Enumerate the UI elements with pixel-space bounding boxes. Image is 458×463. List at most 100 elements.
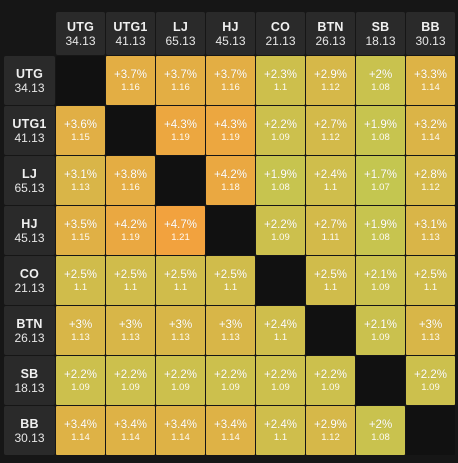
stack-size: 21.13: [14, 280, 45, 295]
matchup-cell[interactable]: +2.9% 1.12: [306, 406, 355, 455]
diagonal-empty-cell: [356, 356, 405, 405]
multiplier-value: 1.19: [221, 131, 240, 143]
matchup-cell[interactable]: +2.7% 1.11: [306, 206, 355, 255]
multiplier-value: 1.19: [121, 231, 140, 243]
matchup-cell[interactable]: +2.5% 1.1: [106, 256, 155, 305]
multiplier-value: 1.14: [121, 431, 140, 443]
column-header-co: CO 21.13: [256, 12, 305, 55]
multiplier-value: 1.16: [121, 81, 140, 93]
matchup-cell[interactable]: +1.9% 1.08: [356, 206, 405, 255]
matchup-cell[interactable]: +1.7% 1.07: [356, 156, 405, 205]
multiplier-value: 1.13: [421, 231, 440, 243]
equity-change-value: +1.9%: [364, 118, 397, 131]
position-name: HJ: [21, 216, 38, 231]
matchup-cell[interactable]: +3.8% 1.16: [106, 156, 155, 205]
equity-change-value: +2.5%: [64, 268, 97, 281]
matchup-cell[interactable]: +4.3% 1.19: [206, 106, 255, 155]
matchup-cell[interactable]: +2.5% 1.1: [56, 256, 105, 305]
matchup-cell[interactable]: +2.2% 1.09: [306, 356, 355, 405]
matchup-cell[interactable]: +3% 1.13: [156, 306, 205, 355]
matchup-cell[interactable]: +2.3% 1.1: [256, 56, 305, 105]
matchup-cell[interactable]: +1.9% 1.08: [256, 156, 305, 205]
column-header-sb: SB 18.13: [356, 12, 405, 55]
equity-change-value: +3.1%: [414, 218, 447, 231]
matchup-cell[interactable]: +2.9% 1.12: [306, 56, 355, 105]
matchup-cell[interactable]: +3.4% 1.14: [156, 406, 205, 455]
matchup-cell[interactable]: +3.7% 1.16: [206, 56, 255, 105]
equity-change-value: +2.9%: [314, 418, 347, 431]
matchup-cell[interactable]: +3.4% 1.14: [106, 406, 155, 455]
matchup-cell[interactable]: +2.8% 1.12: [406, 156, 455, 205]
multiplier-value: 1.14: [71, 431, 90, 443]
column-header-utg: UTG 34.13: [56, 12, 105, 55]
matchup-cell[interactable]: +2% 1.08: [356, 56, 405, 105]
position-name: CO: [19, 266, 40, 281]
position-name: UTG1: [12, 116, 47, 131]
matchup-cell[interactable]: +3.1% 1.13: [406, 206, 455, 255]
matchup-cell[interactable]: +2.2% 1.09: [256, 106, 305, 155]
multiplier-value: 1.12: [421, 181, 440, 193]
row-header-utg1: UTG1 41.13: [4, 106, 55, 155]
stack-size: 18.13: [365, 33, 396, 48]
equity-change-value: +3.8%: [114, 168, 147, 181]
matchup-cell[interactable]: +3% 1.13: [206, 306, 255, 355]
matchup-cell[interactable]: +3.3% 1.14: [406, 56, 455, 105]
matchup-cell[interactable]: +2.1% 1.09: [356, 256, 405, 305]
matchup-cell[interactable]: +3.5% 1.15: [56, 206, 105, 255]
diagonal-empty-cell: [106, 106, 155, 155]
equity-change-value: +2.2%: [164, 368, 197, 381]
equity-change-value: +3.7%: [164, 68, 197, 81]
multiplier-value: 1.12: [321, 431, 340, 443]
stack-size: 41.13: [115, 33, 146, 48]
matchup-cell[interactable]: +3.4% 1.14: [56, 406, 105, 455]
matchup-cell[interactable]: +2.2% 1.09: [406, 356, 455, 405]
matchup-cell[interactable]: +2.7% 1.12: [306, 106, 355, 155]
matchup-cell[interactable]: +4.2% 1.19: [106, 206, 155, 255]
equity-change-value: +2.1%: [364, 318, 397, 331]
multiplier-value: 1.13: [71, 181, 90, 193]
matchup-cell[interactable]: +2.2% 1.09: [106, 356, 155, 405]
matchup-cell[interactable]: +3% 1.13: [106, 306, 155, 355]
matchup-cell[interactable]: +2.2% 1.09: [206, 356, 255, 405]
equity-change-value: +2.2%: [214, 368, 247, 381]
position-name: CO: [270, 19, 291, 34]
matchup-cell[interactable]: +4.2% 1.18: [206, 156, 255, 205]
equity-change-value: +3%: [168, 318, 193, 331]
matchup-cell[interactable]: +2.2% 1.09: [256, 356, 305, 405]
multiplier-value: 1.16: [221, 81, 240, 93]
matchup-cell[interactable]: +2.5% 1.1: [306, 256, 355, 305]
multiplier-value: 1.18: [221, 181, 240, 193]
matchup-cell[interactable]: +2.4% 1.1: [306, 156, 355, 205]
matchup-cell[interactable]: +3.4% 1.14: [206, 406, 255, 455]
multiplier-value: 1.09: [71, 381, 90, 393]
matchup-cell[interactable]: +4.7% 1.21: [156, 206, 205, 255]
matchup-cell[interactable]: +2% 1.08: [356, 406, 405, 455]
stack-size: 41.13: [14, 130, 45, 145]
matchup-cell[interactable]: +2.4% 1.1: [256, 306, 305, 355]
position-name: BB: [421, 19, 440, 34]
matchup-cell[interactable]: +3% 1.13: [56, 306, 105, 355]
multiplier-value: 1.15: [71, 231, 90, 243]
matchup-cell[interactable]: +3.1% 1.13: [56, 156, 105, 205]
matchup-cell[interactable]: +3.7% 1.16: [106, 56, 155, 105]
matchup-cell[interactable]: +2.2% 1.09: [56, 356, 105, 405]
matchup-cell[interactable]: +2.5% 1.1: [206, 256, 255, 305]
matchup-cell[interactable]: +2.2% 1.09: [156, 356, 205, 405]
matchup-cell[interactable]: +2.5% 1.1: [156, 256, 205, 305]
multiplier-value: 1.12: [321, 131, 340, 143]
multiplier-value: 1.1: [273, 331, 288, 343]
matchup-cell[interactable]: +4.3% 1.19: [156, 106, 205, 155]
matchup-cell[interactable]: +1.9% 1.08: [356, 106, 405, 155]
matchup-cell[interactable]: +3% 1.13: [406, 306, 455, 355]
matchup-cell[interactable]: +2.5% 1.1: [406, 256, 455, 305]
matchup-cell[interactable]: +3.6% 1.15: [56, 106, 105, 155]
multiplier-value: 1.13: [221, 331, 240, 343]
matchup-cell[interactable]: +3.2% 1.14: [406, 106, 455, 155]
matchup-cell[interactable]: +3.7% 1.16: [156, 56, 205, 105]
matchup-cell[interactable]: +2.4% 1.1: [256, 406, 305, 455]
matchup-cell[interactable]: +2.2% 1.09: [256, 206, 305, 255]
matchup-cell[interactable]: +2.1% 1.09: [356, 306, 405, 355]
stack-size: 26.13: [14, 330, 45, 345]
multiplier-value: 1.14: [421, 131, 440, 143]
